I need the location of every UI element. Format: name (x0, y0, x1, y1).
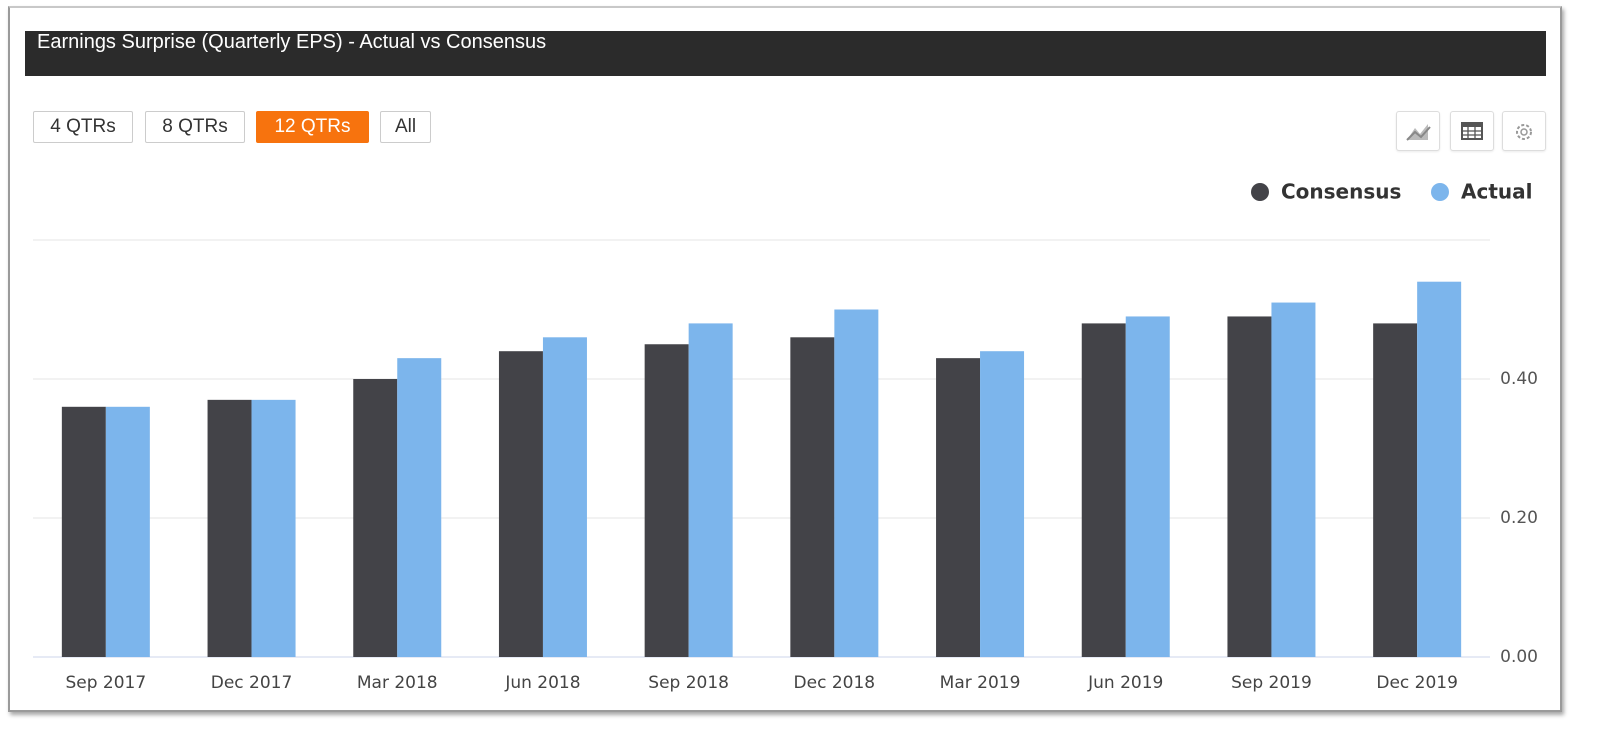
table-icon (1461, 122, 1483, 140)
range-button[interactable]: All (380, 111, 431, 143)
settings-button[interactable] (1502, 111, 1546, 151)
table-button[interactable] (1450, 111, 1494, 151)
range-button[interactable]: 8 QTRs (145, 111, 245, 143)
chart-icon (1406, 124, 1431, 141)
range-button[interactable]: 12 QTRs (256, 111, 369, 143)
panel-title: Earnings Surprise (Quarterly EPS) - Actu… (37, 31, 547, 53)
panel-frame (8, 6, 1562, 712)
panel-header (25, 31, 1546, 76)
range-button[interactable]: 4 QTRs (33, 111, 133, 143)
chart-type-button[interactable] (1396, 111, 1440, 151)
gear-icon (1516, 124, 1532, 140)
